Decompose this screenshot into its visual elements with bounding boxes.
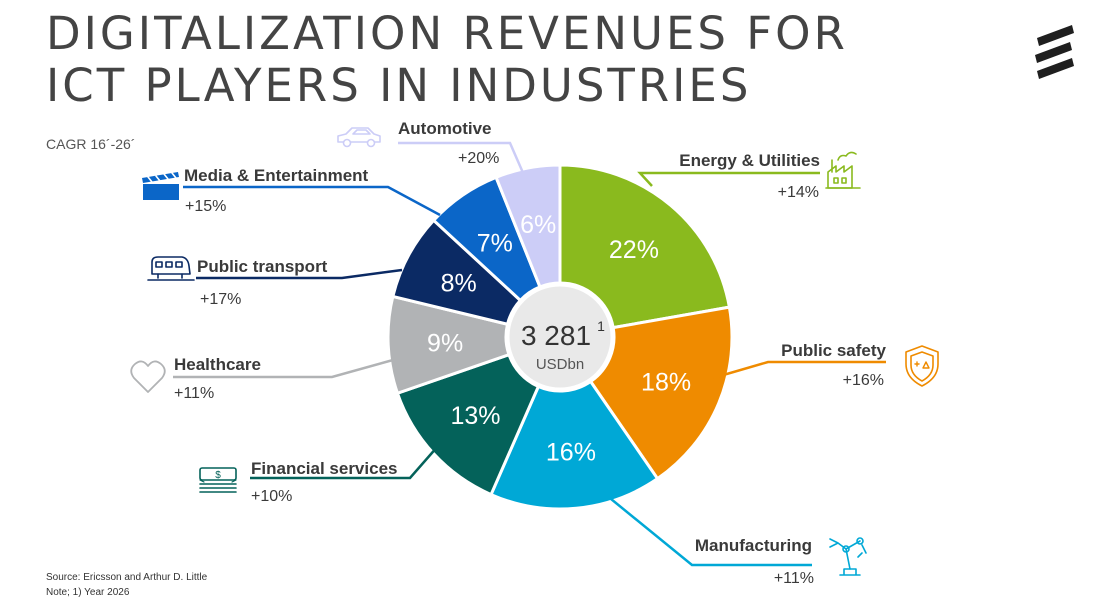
total-superscript: 1 (597, 318, 605, 334)
footer-note: Note; 1) Year 2026 (46, 587, 130, 598)
train-icon (147, 256, 195, 281)
slice-pct-energy-and-utilities: 22% (609, 236, 659, 264)
slice-automotive (494, 163, 562, 289)
total-unit: USDbn (536, 356, 584, 373)
robot-arm-icon (829, 537, 867, 576)
clapperboard-icon (142, 172, 179, 200)
shield-icon (905, 345, 939, 387)
slice-manufacturing (489, 379, 660, 511)
slice-pct-public-safety: 18% (641, 368, 691, 396)
category-label-healthcare: Healthcare (174, 355, 261, 374)
slice-pct-public-transport: 8% (441, 270, 477, 298)
logo-bar-2 (1035, 42, 1072, 63)
ericsson-logo (1035, 25, 1074, 79)
page-title: DIGITALIZATION REVENUES FOR ICT PLAYERS … (46, 8, 848, 112)
leader-line-media-and-entertainment (183, 185, 441, 217)
title-line-2: ICT PLAYERS IN INDUSTRIES (46, 59, 752, 112)
slice-public-safety (589, 305, 734, 481)
slice-pct-manufacturing: 16% (546, 438, 596, 466)
slice-energy-and-utilities (558, 163, 731, 330)
cagr-value-public-transport: +17% (200, 291, 241, 308)
category-label-manufacturing: Manufacturing (695, 536, 812, 555)
slice-pct-financial-services: 13% (450, 402, 500, 430)
leader-line-manufacturing (599, 489, 812, 567)
slice-pct-media-and-entertainment: 7% (477, 229, 513, 257)
leader-line-public-transport (196, 268, 403, 280)
cagr-value-energy-and-utilities: +14% (778, 184, 819, 201)
cagr-value-financial-services: +10% (251, 488, 292, 505)
cagr-value-automotive: +20% (458, 150, 499, 167)
slice-pct-automotive: 6% (520, 211, 556, 239)
leader-line-public-safety (712, 360, 886, 380)
leader-line-financial-services (250, 445, 439, 480)
leader-line-automotive (398, 141, 529, 183)
leader-line-energy-and-utilities (637, 171, 820, 187)
total-value: 3 281 (521, 320, 591, 351)
slice-financial-services (395, 353, 540, 497)
cagr-value-public-safety: +16% (843, 372, 884, 389)
footer-source: Source: Ericsson and Arthur D. Little (46, 572, 208, 583)
center-disc (506, 283, 614, 391)
category-label-media-and-entertainment: Media & Entertainment (184, 166, 369, 185)
car-icon (337, 127, 381, 148)
svg-text:$: $ (215, 470, 221, 481)
category-label-public-transport: Public transport (197, 257, 328, 276)
money-stack-icon: $ (199, 467, 237, 493)
category-label-financial-services: Financial services (251, 459, 397, 478)
category-label-automotive: Automotive (398, 119, 492, 138)
cagr-value-manufacturing: +11% (774, 570, 814, 587)
heart-icon (130, 360, 166, 393)
logo-bar-3 (1037, 58, 1074, 79)
cagr-value-healthcare: +11% (174, 385, 214, 402)
cagr-value-media-and-entertainment: +15% (185, 198, 226, 215)
cagr-label: CAGR 16´-26´ (46, 136, 136, 152)
category-label-public-safety: Public safety (781, 341, 886, 360)
logo-bar-1 (1037, 25, 1074, 46)
leader-line-healthcare (173, 358, 394, 379)
slice-pct-healthcare: 9% (427, 329, 463, 357)
title-line-1: DIGITALIZATION REVENUES FOR (46, 7, 848, 60)
factory-icon (825, 151, 861, 189)
category-label-energy-and-utilities: Energy & Utilities (679, 151, 820, 170)
